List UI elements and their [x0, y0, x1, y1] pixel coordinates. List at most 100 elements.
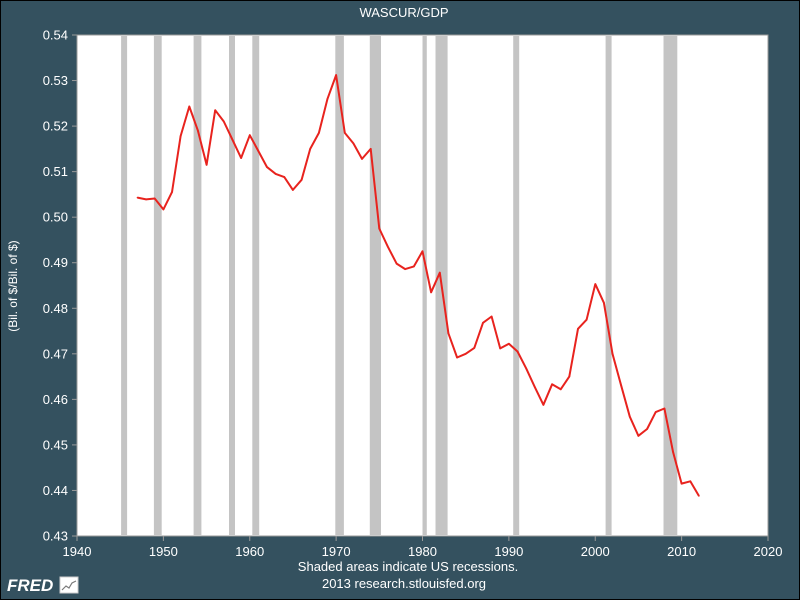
fred-logo-text: FRED: [7, 576, 53, 595]
data-point: [421, 250, 424, 253]
data-point: [153, 197, 156, 200]
data-point: [292, 189, 294, 191]
data-point: [499, 347, 502, 350]
data-point: [594, 283, 597, 285]
data-point: [344, 132, 346, 134]
data-point: [179, 135, 182, 137]
data-point: [516, 350, 519, 353]
data-point: [603, 302, 605, 304]
data-point: [326, 98, 329, 100]
x-tick-label: 1940: [63, 544, 92, 559]
x-tick-label: 1990: [494, 544, 523, 559]
data-series: [136, 74, 700, 497]
series-line: [137, 74, 700, 497]
data-point: [369, 148, 372, 150]
data-point: [395, 262, 398, 265]
data-point: [266, 166, 268, 168]
data-point: [309, 148, 312, 150]
y-tick-label: 0.44: [43, 483, 68, 498]
data-point: [197, 129, 199, 132]
data-point: [257, 150, 260, 152]
data-point: [577, 328, 579, 330]
fred-logo-graph-icon: [59, 576, 79, 594]
y-tick-label: 0.48: [43, 301, 68, 316]
y-tick-label: 0.51: [43, 164, 68, 179]
y-tick-label: 0.50: [43, 210, 68, 225]
data-point: [637, 435, 640, 437]
data-point: [145, 198, 147, 201]
data-point: [205, 164, 208, 166]
data-point: [551, 383, 553, 386]
recession-band: [369, 36, 381, 535]
recession-band: [252, 36, 260, 535]
data-point: [300, 179, 303, 181]
data-point: [534, 386, 536, 388]
recession-band: [335, 36, 344, 535]
y-tick-label: 0.47: [43, 346, 68, 361]
data-point: [482, 322, 484, 324]
recession-bands: [121, 36, 678, 535]
data-point: [629, 415, 631, 418]
x-tick-label: 2020: [754, 544, 783, 559]
fred-logo-graph-line: [61, 580, 77, 591]
data-point: [387, 246, 389, 248]
data-point: [611, 353, 614, 355]
data-point: [413, 265, 415, 268]
data-point: [672, 450, 674, 453]
data-point: [525, 367, 527, 370]
data-point: [464, 353, 467, 355]
data-point: [473, 347, 476, 349]
y-tick-label: 0.45: [43, 437, 68, 452]
y-tick-label: 0.46: [43, 392, 68, 407]
data-point: [404, 268, 407, 270]
data-point: [439, 271, 441, 274]
data-point: [361, 158, 363, 160]
data-point: [223, 120, 225, 123]
data-point: [490, 315, 493, 318]
source-credit: 2013 research.stlouisfed.org: [322, 576, 486, 591]
recession-note: Shaded areas indicate US recessions.: [298, 559, 518, 574]
fred-logo: FRED: [7, 576, 79, 595]
recession-band: [663, 36, 678, 535]
y-tick-label: 0.54: [43, 28, 68, 43]
y-tick-label: 0.43: [43, 529, 68, 544]
data-point: [663, 407, 666, 410]
data-point: [171, 191, 173, 193]
chart-title: WASCUR/GDP: [359, 5, 448, 20]
data-point: [231, 139, 234, 141]
data-point: [646, 428, 648, 430]
y-tick-label: 0.52: [43, 119, 68, 134]
x-tick-label: 2010: [667, 544, 696, 559]
data-point: [335, 74, 337, 76]
recession-band: [229, 36, 235, 535]
data-point: [585, 318, 588, 321]
data-point: [318, 132, 320, 134]
x-tick-label: 1950: [149, 544, 178, 559]
recession-band: [153, 36, 162, 535]
x-tick-label: 1960: [235, 544, 264, 559]
recession-band: [422, 36, 427, 535]
data-point: [430, 291, 432, 294]
data-point: [378, 227, 381, 230]
y-tick-label: 0.53: [43, 73, 68, 88]
data-point: [568, 375, 571, 378]
data-point: [249, 134, 251, 136]
data-point: [559, 388, 562, 391]
data-point: [689, 480, 692, 483]
data-point: [352, 142, 355, 145]
data-point: [162, 208, 165, 211]
y-axis-label: (Bil. of $/Bil. of $): [6, 240, 20, 331]
x-tick-label: 1970: [322, 544, 351, 559]
data-point: [680, 482, 683, 485]
data-point: [542, 404, 545, 406]
data-point: [447, 332, 450, 335]
x-tick-label: 2000: [581, 544, 610, 559]
data-point: [654, 411, 657, 413]
axes: 1940 1950 1960 1970 1980 1990 2000 2010 2020 0.43…: [43, 28, 783, 560]
data-point: [136, 196, 139, 199]
recession-band: [605, 36, 612, 535]
recession-band: [121, 36, 128, 535]
data-point: [456, 356, 458, 359]
data-point: [508, 343, 510, 345]
